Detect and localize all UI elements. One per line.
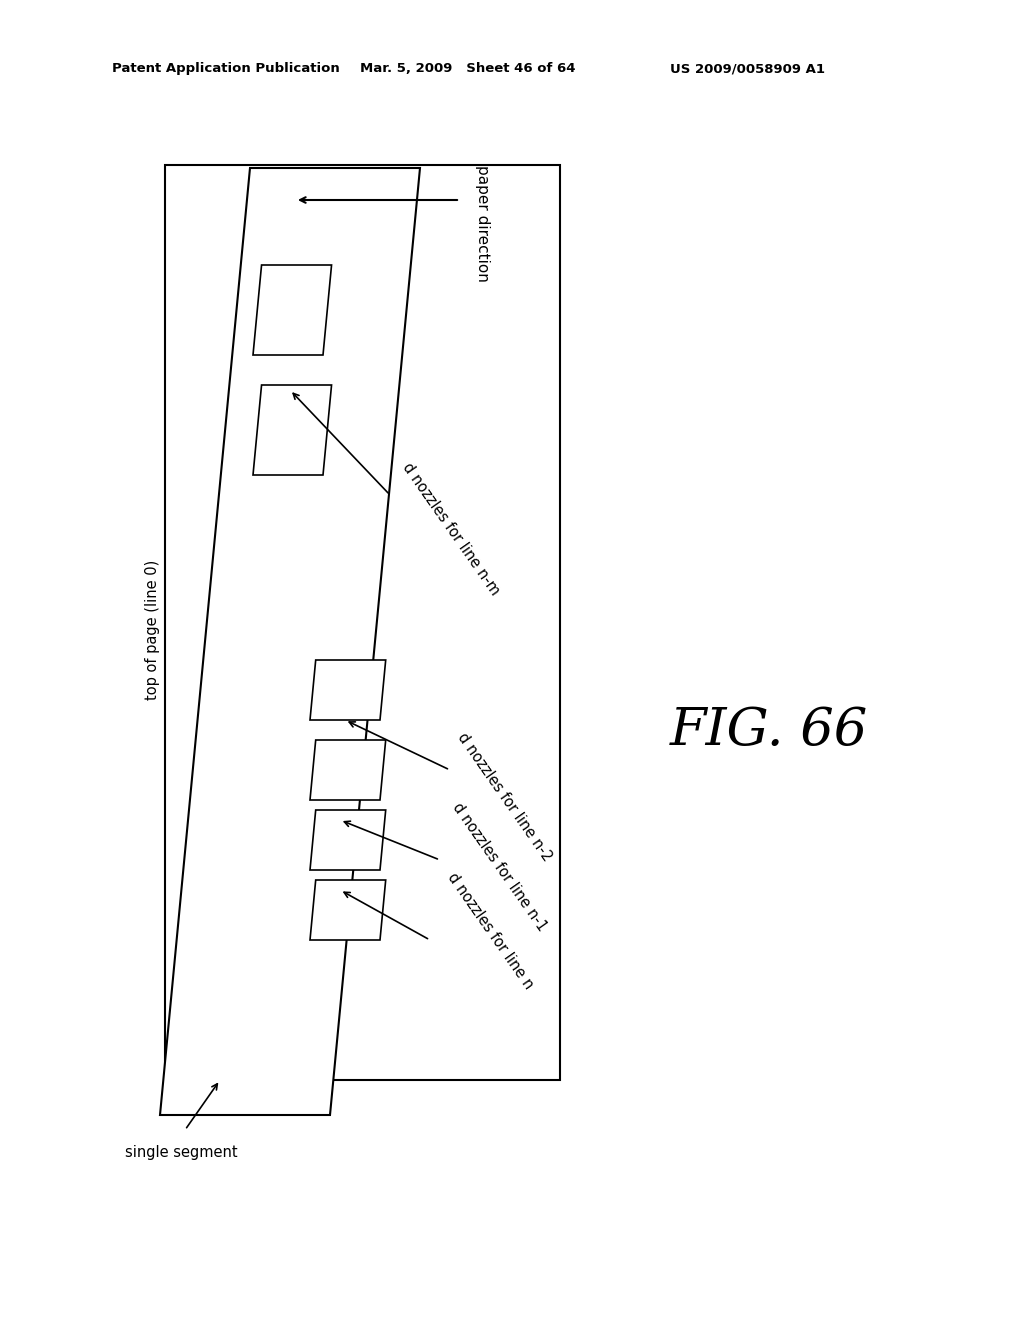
Text: single segment: single segment <box>125 1144 238 1160</box>
Polygon shape <box>310 741 386 800</box>
Polygon shape <box>253 265 332 355</box>
Bar <box>165 165 560 1080</box>
Text: Mar. 5, 2009   Sheet 46 of 64: Mar. 5, 2009 Sheet 46 of 64 <box>360 62 575 75</box>
Text: Patent Application Publication: Patent Application Publication <box>112 62 340 75</box>
Text: d nozzles for line n-m: d nozzles for line n-m <box>400 459 503 598</box>
Text: FIG. 66: FIG. 66 <box>670 705 868 755</box>
Text: d nozzles for line n: d nozzles for line n <box>445 870 537 991</box>
Text: d nozzles for line n-2: d nozzles for line n-2 <box>455 730 555 863</box>
Text: paper direction: paper direction <box>475 165 490 282</box>
Polygon shape <box>310 660 386 719</box>
Polygon shape <box>310 810 386 870</box>
Polygon shape <box>253 385 332 475</box>
Polygon shape <box>310 880 386 940</box>
Text: top of page (line 0): top of page (line 0) <box>144 560 160 700</box>
Text: US 2009/0058909 A1: US 2009/0058909 A1 <box>670 62 825 75</box>
Text: d nozzles for line n-1: d nozzles for line n-1 <box>450 800 550 933</box>
Polygon shape <box>160 168 420 1115</box>
